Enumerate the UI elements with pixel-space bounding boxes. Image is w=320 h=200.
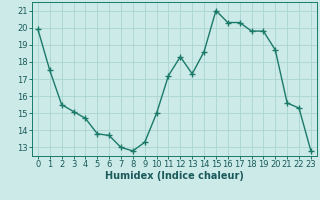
X-axis label: Humidex (Indice chaleur): Humidex (Indice chaleur) [105, 171, 244, 181]
